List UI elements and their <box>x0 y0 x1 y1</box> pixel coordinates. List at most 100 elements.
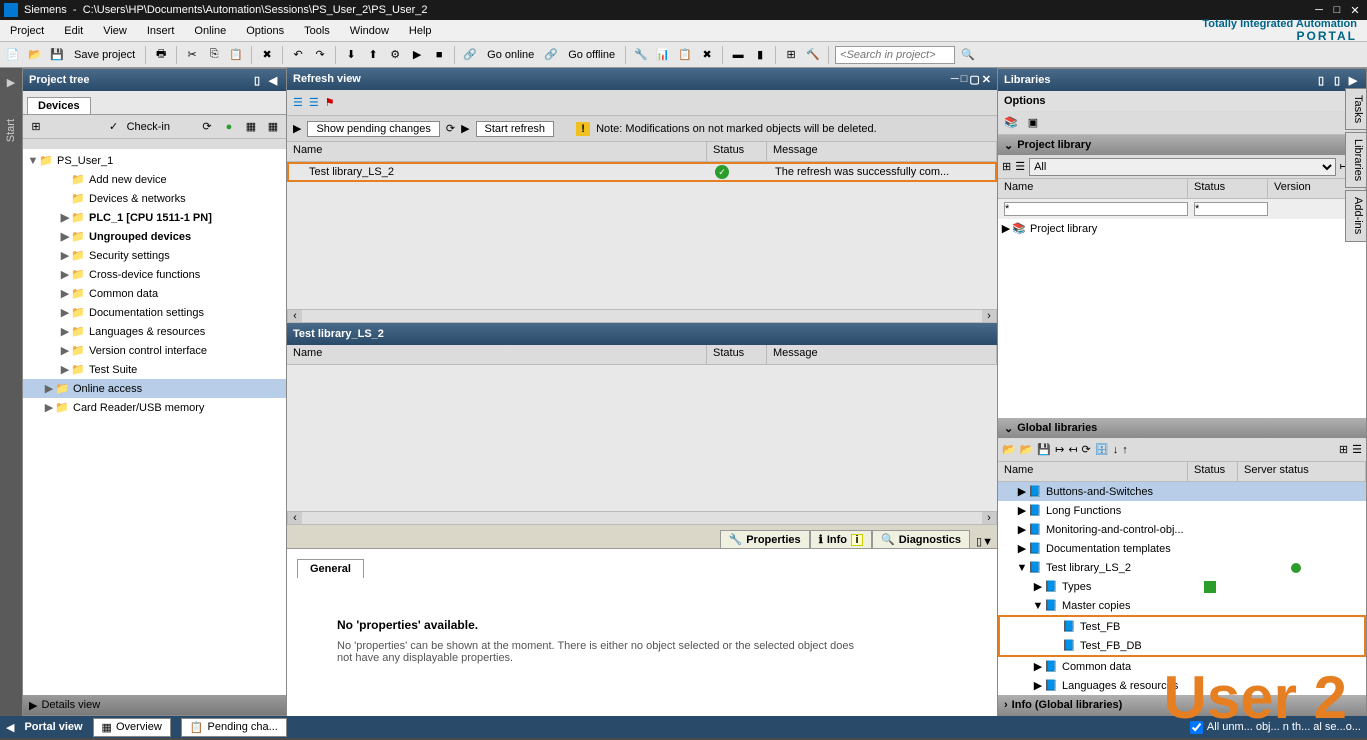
menu-project[interactable]: Project <box>0 23 54 39</box>
tab-diagnostics[interactable]: 🔍Diagnostics <box>872 530 970 548</box>
paste-icon[interactable]: 📋 <box>227 46 245 64</box>
gl-icon-9[interactable]: ↑ <box>1122 444 1128 456</box>
download-icon[interactable]: ⬇ <box>342 46 360 64</box>
rv-close-icon[interactable]: ✕ <box>982 73 991 86</box>
tree-item[interactable]: ▶📁Security settings <box>23 246 286 265</box>
undo-icon[interactable]: ↶ <box>289 46 307 64</box>
overview-tab[interactable]: ▦Overview <box>93 718 171 737</box>
new-icon[interactable]: 📄 <box>4 46 22 64</box>
tree-item[interactable]: ▶📁PLC_1 [CPU 1511-1 PN] <box>23 208 286 227</box>
scrollbar-1[interactable]: ‹› <box>287 309 997 323</box>
go-online-button[interactable]: Go online <box>483 49 538 61</box>
lib-layout-icon[interactable]: ▯ <box>1330 73 1344 87</box>
library-item[interactable]: ▶📘Types <box>998 577 1366 596</box>
scrollbar-2[interactable]: ‹› <box>287 511 997 525</box>
gl-icon-8[interactable]: ↓ <box>1113 444 1119 456</box>
open-icon[interactable]: 📂 <box>26 46 44 64</box>
gl-icon-7[interactable]: 🗄 <box>1095 443 1109 456</box>
minimize-button[interactable]: ─ <box>1311 3 1327 17</box>
tree-item[interactable]: ▶📁Version control interface <box>23 341 286 360</box>
global-libraries-header[interactable]: ⌄Global libraries <box>998 418 1366 438</box>
status-checkbox[interactable] <box>1190 721 1203 734</box>
pl-filter-name[interactable] <box>1004 202 1188 216</box>
start-refresh-button[interactable]: Start refresh <box>476 121 555 137</box>
menu-options[interactable]: Options <box>236 23 294 39</box>
rv-restore-icon[interactable]: ▢ <box>969 73 979 86</box>
tab-info[interactable]: ℹInfoi <box>810 530 872 548</box>
go-offline-button[interactable]: Go offline <box>564 49 619 61</box>
upload-icon[interactable]: ⬆ <box>364 46 382 64</box>
delete-icon[interactable]: ✖ <box>258 46 276 64</box>
checkin-label[interactable]: Check-in <box>127 121 170 133</box>
search-go-icon[interactable]: 🔍 <box>959 46 977 64</box>
menu-online[interactable]: Online <box>184 23 236 39</box>
stop-icon[interactable]: ■ <box>430 46 448 64</box>
start-tab[interactable]: Start <box>5 119 17 142</box>
pl-icon-1[interactable]: ⊞ <box>1002 160 1011 173</box>
info-global-libraries-header[interactable]: ›Info (Global libraries) <box>998 695 1366 715</box>
general-tab[interactable]: General <box>297 559 364 578</box>
window-icon[interactable]: ⊞ <box>782 46 800 64</box>
split-v-icon[interactable]: ▮ <box>751 46 769 64</box>
tree-item[interactable]: ▶📁Card Reader/USB memory <box>23 398 286 417</box>
library-item[interactable]: ▼📘Test library_LS_2 <box>998 558 1366 577</box>
library-item[interactable]: ▼📘Master copies <box>998 596 1366 615</box>
rv-flag-icon[interactable]: ⚑ <box>325 96 335 109</box>
pl-filter-status[interactable] <box>1194 202 1268 216</box>
gl-icon-11[interactable]: ☰ <box>1352 443 1362 456</box>
copy-icon[interactable]: ⎘ <box>205 46 223 64</box>
library-item[interactable]: ▶📘Languages & resources <box>998 676 1366 695</box>
gl-icon-1[interactable]: 📂 <box>1002 443 1016 456</box>
opt-icon-2[interactable]: ▣ <box>1024 114 1042 132</box>
cut-icon[interactable]: ✂ <box>183 46 201 64</box>
project-library-row[interactable]: ▶📚Project library <box>998 219 1366 238</box>
refresh-row[interactable]: Test library_LS_2 ✓ The refresh was succ… <box>287 162 997 182</box>
menu-view[interactable]: View <box>93 23 137 39</box>
library-item[interactable]: ▶📘Long Functions <box>998 501 1366 520</box>
gl-icon-6[interactable]: ⟳ <box>1082 443 1091 456</box>
gl-icon-4[interactable]: ↦ <box>1055 443 1064 456</box>
tree-item[interactable]: ▶📁Common data <box>23 284 286 303</box>
right-tab-tasks[interactable]: Tasks <box>1345 88 1367 130</box>
pt-collapse-icon[interactable]: ◀ <box>266 73 280 87</box>
opt-icon-1[interactable]: 📚 <box>1002 114 1020 132</box>
save-project-button[interactable]: Save project <box>70 49 139 61</box>
close-button[interactable]: ✕ <box>1347 3 1363 17</box>
tree-item[interactable]: ▶📁Ungrouped devices <box>23 227 286 246</box>
pending-tab[interactable]: 📋Pending cha... <box>181 718 287 737</box>
menu-insert[interactable]: Insert <box>137 23 185 39</box>
rv-tb-icon-1[interactable]: ☰ <box>293 96 303 109</box>
pt-pin-icon[interactable]: ▯ <box>250 73 264 87</box>
tb-icon-3[interactable]: 📋 <box>676 46 694 64</box>
library-item[interactable]: ▶📘Monitoring-and-control-obj... <box>998 520 1366 539</box>
show-pending-button[interactable]: Show pending changes <box>307 121 439 137</box>
collapse-icon[interactable]: ▶ <box>7 76 15 89</box>
tree-root[interactable]: ▼📁PS_User_1 <box>23 151 286 170</box>
portal-view-arrow[interactable]: ◀ <box>6 721 14 734</box>
rv-tb-icon-2[interactable]: ☰ <box>309 96 319 109</box>
sim-icon[interactable]: ▶ <box>408 46 426 64</box>
tree-item[interactable]: ▶📁Test Suite <box>23 360 286 379</box>
rv-play2-icon[interactable]: ▶ <box>461 122 469 135</box>
library-item[interactable]: 📘Test_FB <box>1000 617 1364 636</box>
tree-item[interactable]: ▶📁Cross-device functions <box>23 265 286 284</box>
menu-help[interactable]: Help <box>399 23 442 39</box>
tree-item[interactable]: 📁Add new device <box>23 170 286 189</box>
pt-tb-icon-1[interactable]: ⊞ <box>27 118 45 136</box>
right-tab-libraries[interactable]: Libraries <box>1345 132 1367 188</box>
search-input[interactable] <box>835 46 955 64</box>
tab-properties[interactable]: 🔧Properties <box>720 530 810 548</box>
gl-icon-3[interactable]: 💾 <box>1037 443 1051 456</box>
details-view-header[interactable]: ▶Details view <box>23 695 286 715</box>
gl-icon-5[interactable]: ↤ <box>1068 443 1077 456</box>
rv-refresh-icon[interactable]: ⟳ <box>446 122 455 135</box>
tree-item[interactable]: ▶📁Languages & resources <box>23 322 286 341</box>
tool-icon[interactable]: 🔨 <box>804 46 822 64</box>
gl-icon-2[interactable]: 📂 <box>1020 443 1034 456</box>
save-icon[interactable]: 💾 <box>48 46 66 64</box>
maximize-button[interactable]: □ <box>1329 3 1345 17</box>
props-collapse-icon[interactable]: ▼ <box>982 536 993 548</box>
split-h-icon[interactable]: ▬ <box>729 46 747 64</box>
lib-pin-icon[interactable]: ▯ <box>1314 73 1328 87</box>
library-item[interactable]: ▶📘Documentation templates <box>998 539 1366 558</box>
